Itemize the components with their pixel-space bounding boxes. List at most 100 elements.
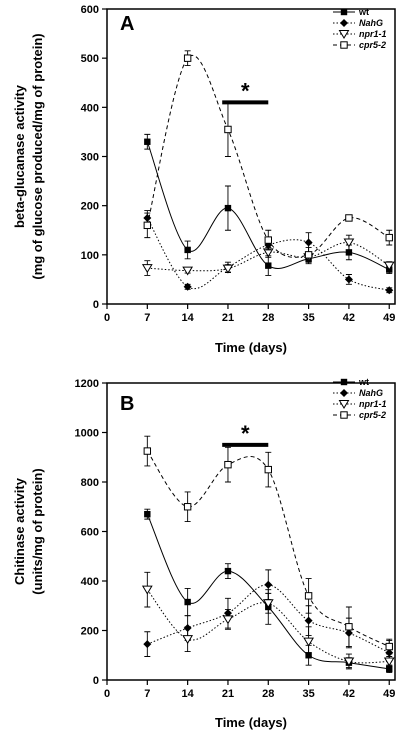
data-point bbox=[143, 221, 152, 230]
data-point bbox=[183, 282, 192, 291]
series-npr1-1 bbox=[141, 234, 395, 276]
panel-letter: A bbox=[120, 13, 134, 35]
data-point bbox=[265, 262, 272, 269]
legend-label: cpr5-2 bbox=[359, 40, 386, 50]
x-tick-label: 7 bbox=[144, 312, 150, 324]
legend-marker bbox=[340, 19, 348, 27]
x-axis-label: Time (days) bbox=[215, 715, 287, 730]
data-point bbox=[385, 286, 394, 295]
data-point bbox=[141, 585, 153, 595]
x-tick-label: 49 bbox=[383, 688, 395, 700]
data-point bbox=[264, 465, 272, 474]
y-tick-label: 400 bbox=[81, 102, 99, 114]
data-point bbox=[383, 261, 395, 271]
x-tick-label: 14 bbox=[182, 688, 195, 700]
y-tick-label: 600 bbox=[81, 527, 99, 539]
x-axis-label: Time (days) bbox=[215, 340, 287, 355]
data-point bbox=[144, 510, 151, 518]
x-tick-label: 35 bbox=[302, 688, 314, 700]
y-tick-label: 600 bbox=[81, 4, 99, 16]
legend-label: npr1-1 bbox=[359, 29, 387, 39]
x-tick-label: 42 bbox=[343, 688, 355, 700]
data-point bbox=[383, 657, 395, 667]
legend-label: NahG bbox=[359, 388, 383, 398]
y-tick-label: 0 bbox=[93, 675, 99, 687]
legend-marker bbox=[340, 378, 348, 386]
data-point bbox=[143, 640, 152, 649]
y-tick-label: 500 bbox=[81, 53, 99, 65]
significance-star: * bbox=[241, 78, 250, 103]
legend-marker bbox=[338, 30, 350, 39]
data-point bbox=[262, 599, 274, 609]
series-cpr5-2 bbox=[143, 50, 393, 263]
x-tick-label: 0 bbox=[104, 312, 110, 324]
x-tick-label: 28 bbox=[262, 312, 274, 324]
y-axis-label-line2: (mg of glucose produced/mg of protein) bbox=[30, 33, 45, 279]
legend-label: NahG bbox=[359, 18, 383, 28]
data-point bbox=[264, 236, 272, 244]
legend-label: cpr5-2 bbox=[359, 410, 386, 420]
y-tick-label: 400 bbox=[81, 576, 99, 588]
data-point bbox=[385, 233, 393, 242]
y-axis-label-line1: beta-glucanase activity bbox=[12, 84, 27, 228]
legend-label: npr1-1 bbox=[359, 399, 387, 409]
chart-panel-b: 0 7 14 21 28 35 42 49 0 200 400 600 800 1000 1200 Time … bbox=[12, 377, 396, 730]
data-point bbox=[222, 264, 234, 274]
data-point bbox=[303, 637, 314, 647]
legend-marker bbox=[340, 8, 348, 16]
data-point bbox=[264, 580, 273, 589]
data-point bbox=[141, 264, 153, 274]
y-tick-label: 100 bbox=[81, 250, 99, 262]
data-point bbox=[143, 447, 152, 455]
data-point bbox=[184, 246, 191, 254]
plot-frame bbox=[106, 382, 396, 681]
series-line bbox=[146, 55, 390, 258]
data-point bbox=[182, 266, 194, 276]
data-point bbox=[182, 635, 194, 645]
x-tick-label: 21 bbox=[222, 312, 234, 324]
legend-marker bbox=[340, 389, 348, 397]
data-point bbox=[224, 567, 232, 575]
data-point bbox=[144, 138, 151, 145]
y-tick-label: 0 bbox=[93, 299, 99, 311]
chart-panel-a: 0 7 14 21 28 35 42 49 0 100 200 300 400 500 600 Time (d… bbox=[12, 4, 396, 355]
legend-marker bbox=[338, 400, 350, 409]
series-cpr5-2 bbox=[143, 435, 393, 655]
x-tick-label: 42 bbox=[343, 312, 355, 324]
data-point bbox=[343, 238, 355, 248]
x-tick-label: 21 bbox=[222, 688, 234, 700]
x-tick-label: 0 bbox=[104, 688, 110, 700]
legend-marker bbox=[340, 411, 348, 419]
y-tick-label: 200 bbox=[81, 201, 99, 213]
x-tick-label: 49 bbox=[383, 312, 395, 324]
data-point bbox=[183, 54, 192, 62]
y-tick-label: 1000 bbox=[75, 428, 99, 440]
data-point bbox=[304, 592, 313, 600]
y-axis-label-line1: Chitinase activity bbox=[12, 477, 27, 585]
data-point bbox=[304, 616, 313, 625]
legend-label: wt bbox=[358, 7, 369, 17]
data-point bbox=[345, 249, 353, 256]
data-point bbox=[344, 275, 353, 284]
legend-label: wt bbox=[358, 377, 369, 387]
data-point bbox=[222, 615, 234, 625]
y-axis-label-line2: (units/mg of protein) bbox=[30, 468, 45, 594]
data-point bbox=[224, 204, 232, 212]
x-tick-label: 7 bbox=[144, 688, 150, 700]
data-point bbox=[183, 503, 192, 511]
data-point bbox=[224, 460, 232, 469]
significance-star: * bbox=[241, 421, 250, 446]
data-point bbox=[345, 214, 353, 222]
data-point bbox=[385, 642, 393, 651]
panel-letter: B bbox=[120, 393, 134, 415]
legend-marker bbox=[340, 41, 348, 49]
y-tick-label: 200 bbox=[81, 626, 99, 638]
x-tick-label: 35 bbox=[302, 312, 314, 324]
y-tick-label: 300 bbox=[81, 152, 99, 164]
data-point bbox=[184, 598, 191, 606]
data-point bbox=[345, 623, 353, 631]
data-point bbox=[386, 665, 393, 673]
data-point bbox=[304, 238, 313, 247]
y-tick-label: 800 bbox=[81, 477, 99, 489]
